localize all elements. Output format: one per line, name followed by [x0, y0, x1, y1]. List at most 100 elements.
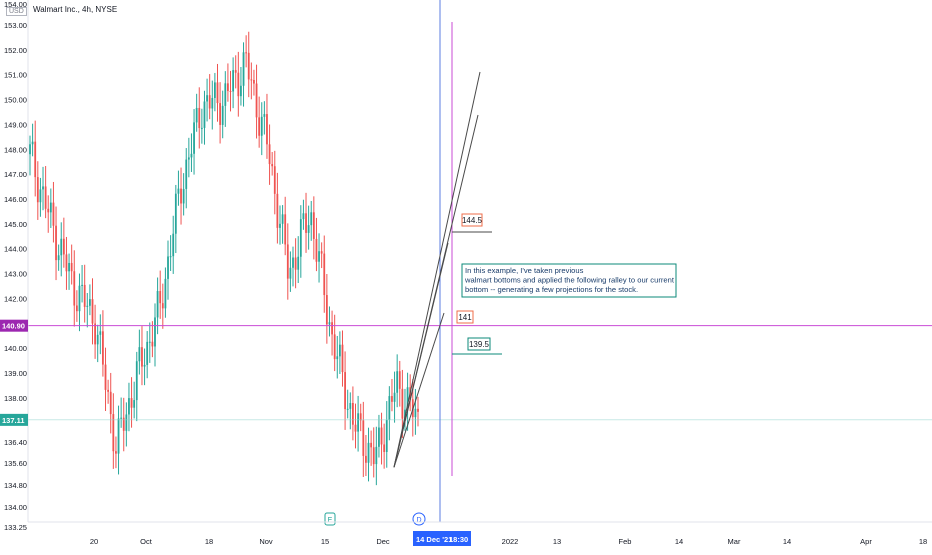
time-tick-label: Feb	[619, 537, 632, 546]
projection-target-label: 139.5	[469, 340, 490, 349]
candle-body	[224, 83, 227, 106]
candle-body	[305, 213, 307, 233]
price-axis-bg	[0, 0, 28, 550]
candle-body	[185, 159, 188, 189]
candle-body	[362, 420, 365, 456]
candle-body	[73, 271, 76, 306]
time-axis[interactable]: 20 Oct 18 Nov 15 Dec 2022 13 Feb 14 Mar 14 Apr 18 14 D…	[28, 521, 932, 546]
candle-body	[346, 408, 349, 410]
candle-body	[221, 105, 224, 125]
candle-body	[88, 299, 91, 306]
candle-body	[138, 347, 141, 362]
candle-body	[112, 414, 115, 452]
projection-target-label: 141	[458, 313, 472, 322]
projection-target-box[interactable]	[456, 310, 474, 324]
candle-body	[128, 398, 130, 415]
annotation-box[interactable]	[461, 263, 677, 298]
candle-body	[383, 444, 386, 452]
candle-body	[294, 257, 297, 270]
time-tick-label: Oct	[140, 537, 153, 546]
candle-body	[299, 219, 302, 257]
candle-body	[122, 417, 125, 431]
candle-body	[328, 322, 331, 325]
price-tick-label: 145.00	[4, 220, 27, 229]
candle-body	[52, 202, 55, 226]
candle-body	[279, 223, 281, 228]
price-axis[interactable]: 154.00 153.00 152.00 151.00 150.00 149.00 148.…	[0, 0, 29, 550]
candle-body	[117, 418, 120, 454]
candle-body	[234, 70, 237, 73]
candle-body	[78, 285, 81, 312]
price-tick-label: 142.00	[4, 294, 27, 303]
candle-body	[258, 117, 261, 136]
crosshair-time-badge	[413, 531, 471, 546]
candle-body	[65, 254, 68, 272]
candle-body	[242, 52, 245, 86]
time-tick-label: 2022	[502, 537, 519, 546]
crosshair-clock-label: 18:30	[449, 535, 468, 544]
candle-body	[206, 95, 208, 102]
projection-target-box[interactable]	[467, 337, 491, 351]
candle-body	[39, 189, 42, 203]
annotation-text-line: bottom -- generating a few projections f…	[465, 285, 638, 294]
candle-body	[388, 396, 391, 420]
crosshair-time-label: 14 Dec '21	[416, 535, 452, 544]
candle-body	[344, 372, 346, 410]
grid-lines	[28, 0, 896, 522]
candle-body	[401, 388, 404, 419]
candle-body	[159, 291, 162, 304]
candle-body	[42, 186, 44, 190]
projection-trend-line[interactable]	[393, 312, 445, 468]
candle-body	[109, 391, 112, 415]
drawing-tools[interactable]: 144.5 141 139.5 In this example, I've taken…	[28, 0, 932, 526]
projection-trend-line[interactable]	[393, 71, 481, 468]
candle-body	[325, 295, 328, 325]
candle-body	[367, 442, 370, 463]
price-tick-label: 146.00	[4, 195, 27, 204]
candle-body	[331, 322, 333, 335]
price-tick-label: 149.00	[4, 120, 27, 129]
price-tick-label: 152.00	[4, 46, 27, 55]
candle-body	[120, 417, 123, 419]
candle-body	[208, 95, 211, 109]
price-tick-label: 153.00	[4, 21, 27, 30]
candle-body	[414, 408, 417, 418]
candle-body	[167, 256, 169, 279]
time-tick-label: Mar	[728, 537, 741, 546]
candle-body	[227, 83, 229, 92]
candle-body	[396, 371, 399, 393]
price-badge-label: 140.90	[2, 322, 25, 331]
candle-body	[83, 284, 86, 307]
candle-body	[372, 447, 375, 465]
candle-body	[375, 446, 378, 465]
candle-body	[245, 52, 248, 54]
candle-body	[49, 202, 52, 213]
candle-body	[102, 331, 104, 365]
candle-body	[146, 341, 149, 365]
projection-target-box[interactable]	[461, 213, 483, 227]
candle-body	[338, 344, 341, 357]
candle-body	[380, 427, 383, 445]
time-tick-label: Nov	[259, 537, 273, 546]
projection-trend-line[interactable]	[393, 242, 449, 468]
candle-body	[211, 97, 214, 109]
candle-body	[75, 305, 78, 312]
price-tick-label: 148.00	[4, 145, 27, 154]
candle-body	[156, 291, 159, 318]
time-tick-label: 15	[321, 537, 329, 546]
annotation-text-line: In this example, I've taken previous	[465, 266, 584, 275]
candle-body	[34, 141, 37, 178]
price-tick-label: 154.00	[4, 0, 27, 9]
candle-body	[281, 214, 284, 224]
candle-body	[99, 331, 102, 335]
candle-body	[130, 398, 133, 408]
price-tick-label: 139.00	[4, 369, 27, 378]
candle-body	[253, 79, 255, 84]
price-tick-label: 150.00	[4, 96, 27, 105]
candle-body	[154, 317, 156, 347]
candle-body	[391, 396, 393, 402]
candle-body	[237, 72, 240, 97]
candle-body	[104, 364, 107, 390]
time-tick-label: 18	[919, 537, 927, 546]
